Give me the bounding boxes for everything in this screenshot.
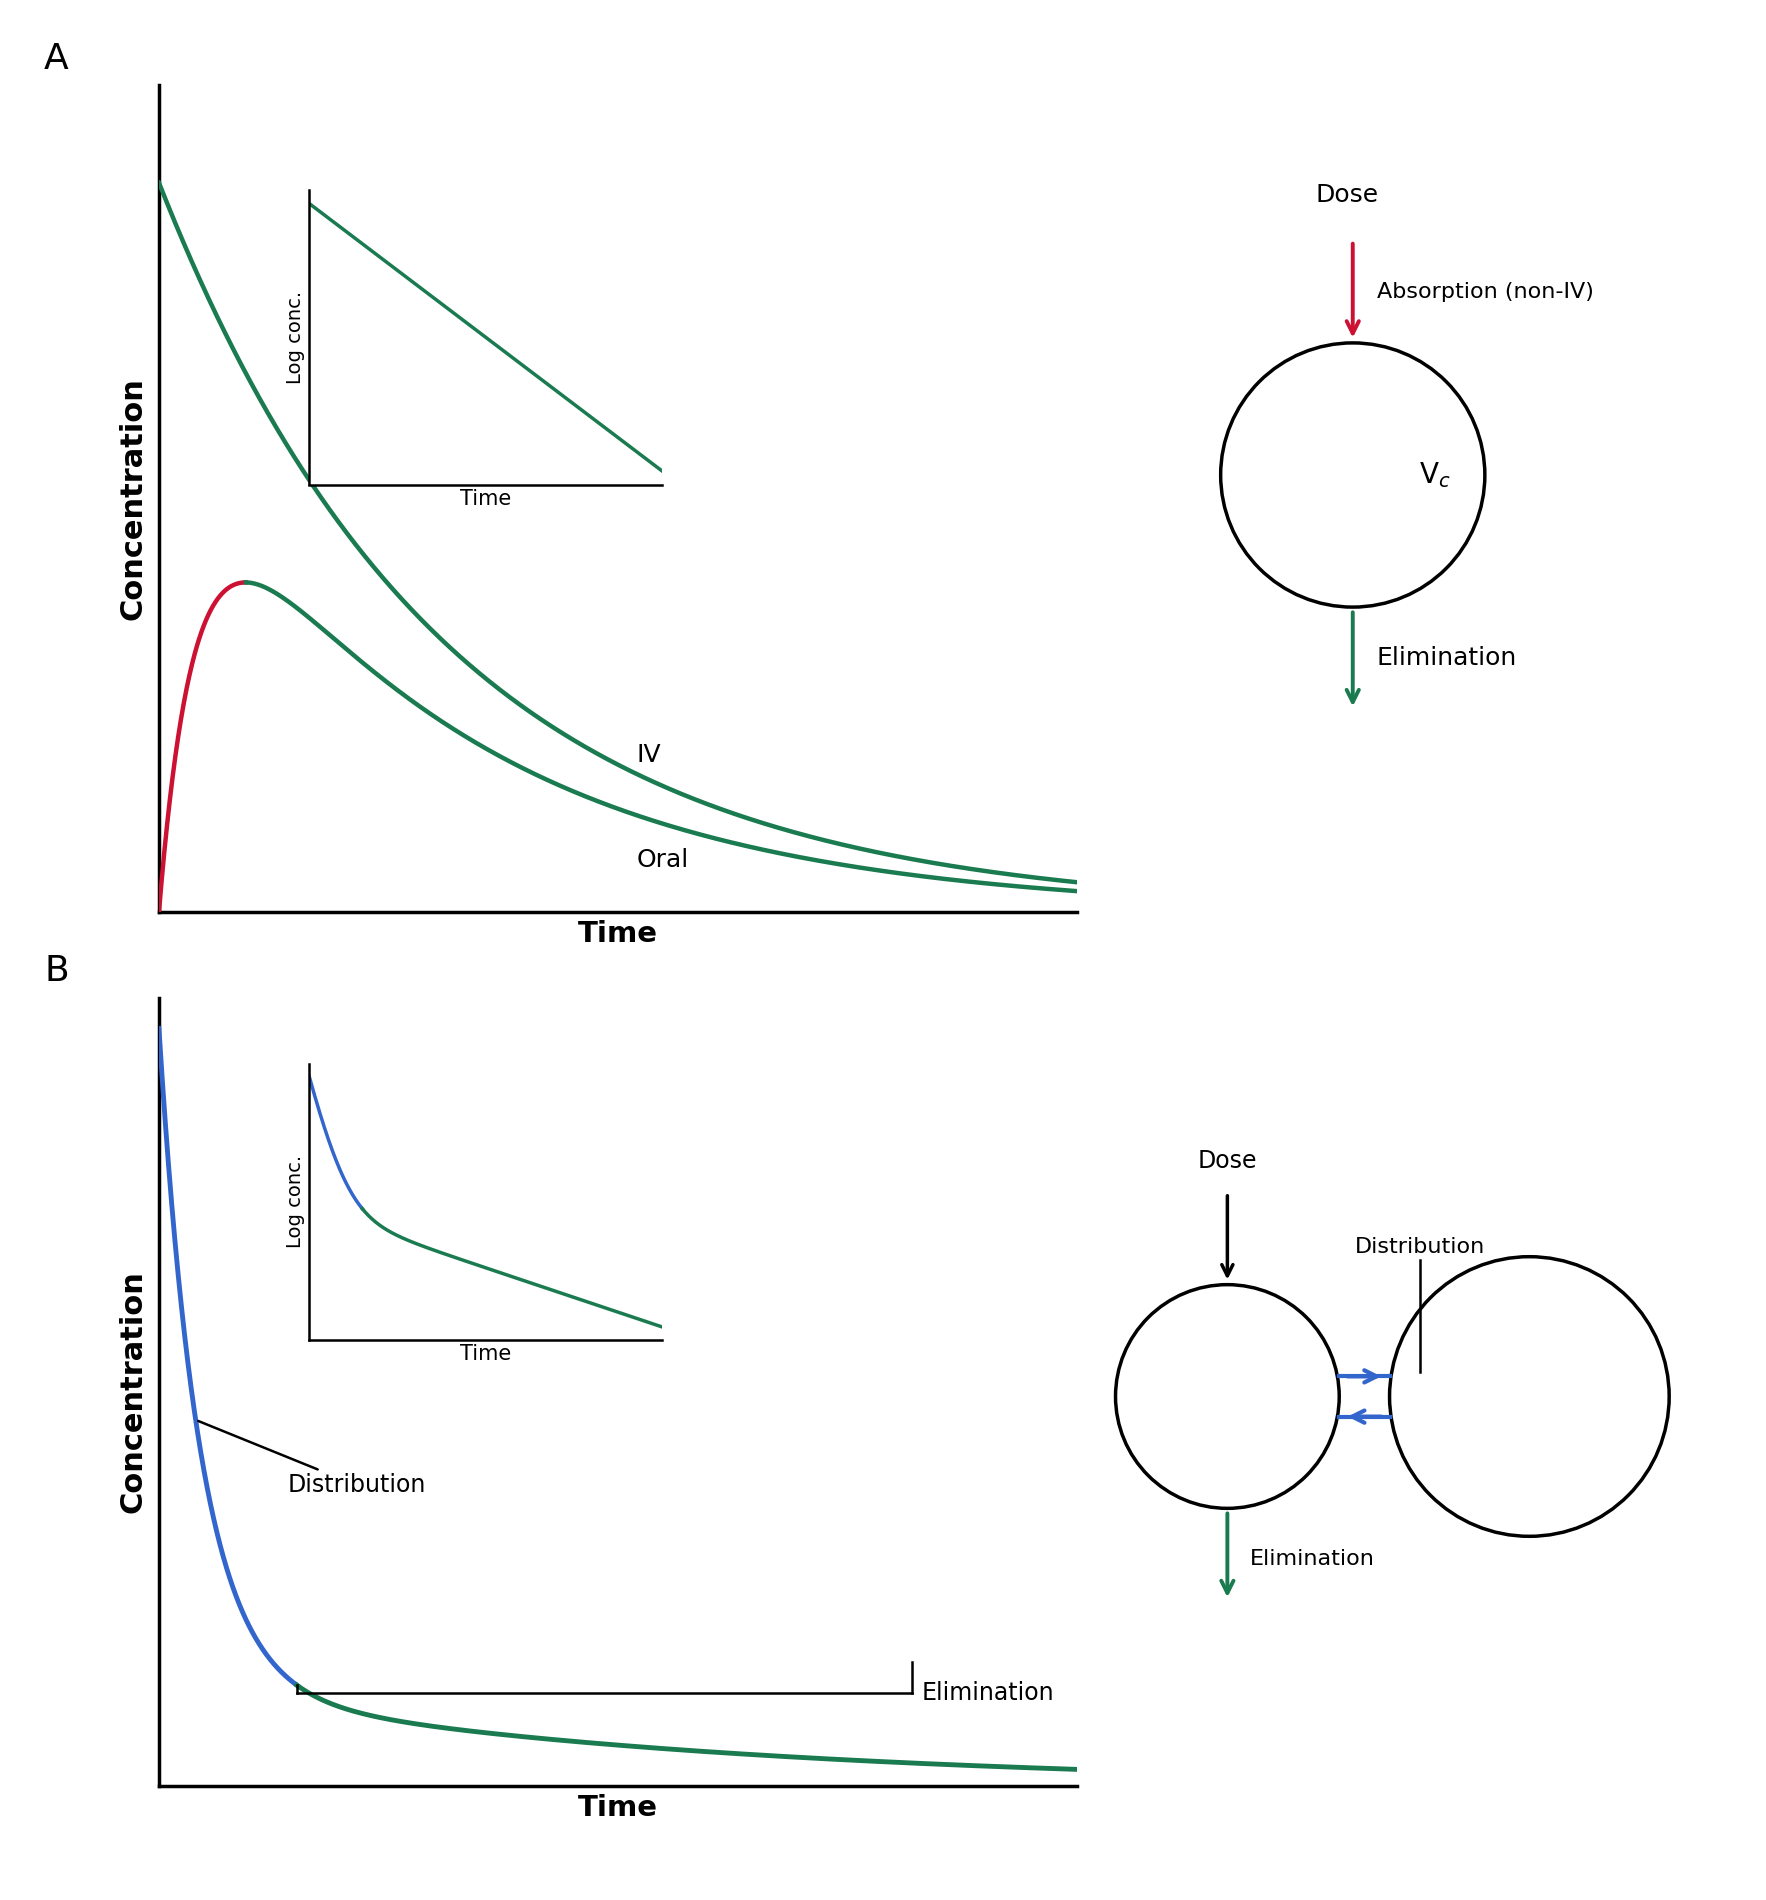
Text: Elimination: Elimination (1250, 1548, 1374, 1569)
Text: Dose: Dose (1316, 182, 1377, 207)
X-axis label: Time: Time (459, 488, 512, 509)
Text: Distribution: Distribution (1355, 1237, 1485, 1256)
Text: Elimination: Elimination (922, 1682, 1054, 1704)
Text: A: A (44, 42, 69, 76)
Text: Distribution: Distribution (198, 1421, 426, 1497)
X-axis label: Time: Time (577, 920, 659, 948)
X-axis label: Time: Time (577, 1794, 659, 1822)
Text: Oral: Oral (636, 849, 689, 872)
Y-axis label: Concentration: Concentration (118, 1271, 148, 1512)
Text: Elimination: Elimination (1377, 646, 1517, 671)
Text: IV: IV (636, 743, 660, 768)
Text: Absorption (non-IV): Absorption (non-IV) (1377, 281, 1593, 302)
Text: B: B (44, 954, 69, 988)
X-axis label: Time: Time (459, 1343, 512, 1364)
Text: Dose: Dose (1197, 1150, 1257, 1172)
Y-axis label: Concentration: Concentration (118, 378, 148, 619)
Text: V$_c$: V$_c$ (1418, 460, 1450, 490)
Y-axis label: Log conc.: Log conc. (286, 291, 306, 384)
Y-axis label: Log conc.: Log conc. (286, 1155, 306, 1248)
